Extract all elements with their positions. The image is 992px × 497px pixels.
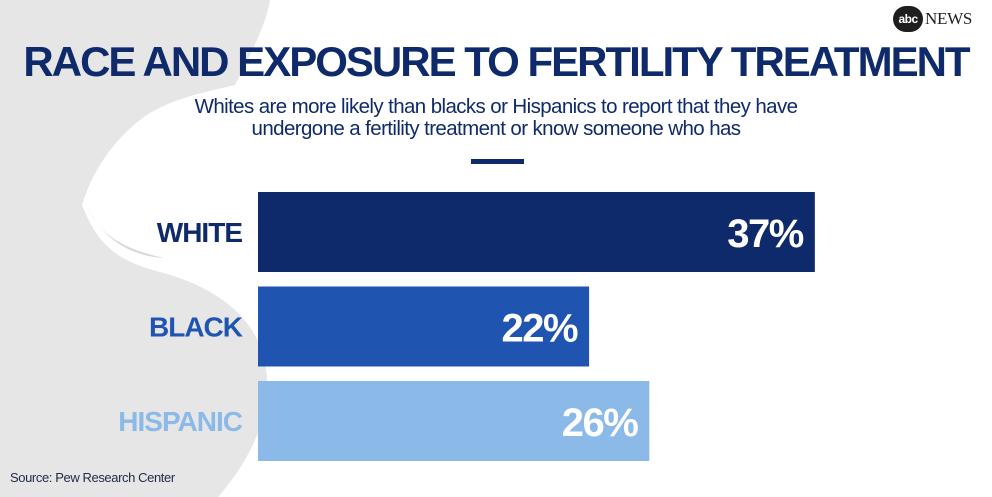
- category-label: HISPANIC: [118, 406, 242, 437]
- subtitle-line: Whites are more likely than blacks or Hi…: [194, 95, 798, 118]
- category-label: BLACK: [149, 312, 243, 343]
- category-label: WHITE: [157, 217, 243, 248]
- pregnant-silhouette-background: [0, 0, 270, 497]
- value-label: 26%: [562, 401, 638, 445]
- source-note: Source: Pew Research Center: [10, 470, 175, 485]
- abc-news-logo: abc NEWS: [893, 6, 972, 32]
- bar-black: [258, 286, 590, 367]
- bar-white: [258, 192, 815, 272]
- chart-title: RACE AND EXPOSURE TO FERTILITY TREATMENT: [23, 38, 970, 85]
- subtitle-line: undergone a fertility treatment or know …: [251, 117, 742, 140]
- abc-badge: abc: [893, 6, 924, 32]
- bar-hispanic: [258, 381, 650, 461]
- chart-subtitle: Whites are more likely than blacks or Hi…: [0, 96, 992, 140]
- value-label: 37%: [727, 212, 803, 256]
- news-wordmark: NEWS: [925, 9, 972, 28]
- value-label: 22%: [502, 307, 578, 351]
- title-divider: [471, 159, 524, 164]
